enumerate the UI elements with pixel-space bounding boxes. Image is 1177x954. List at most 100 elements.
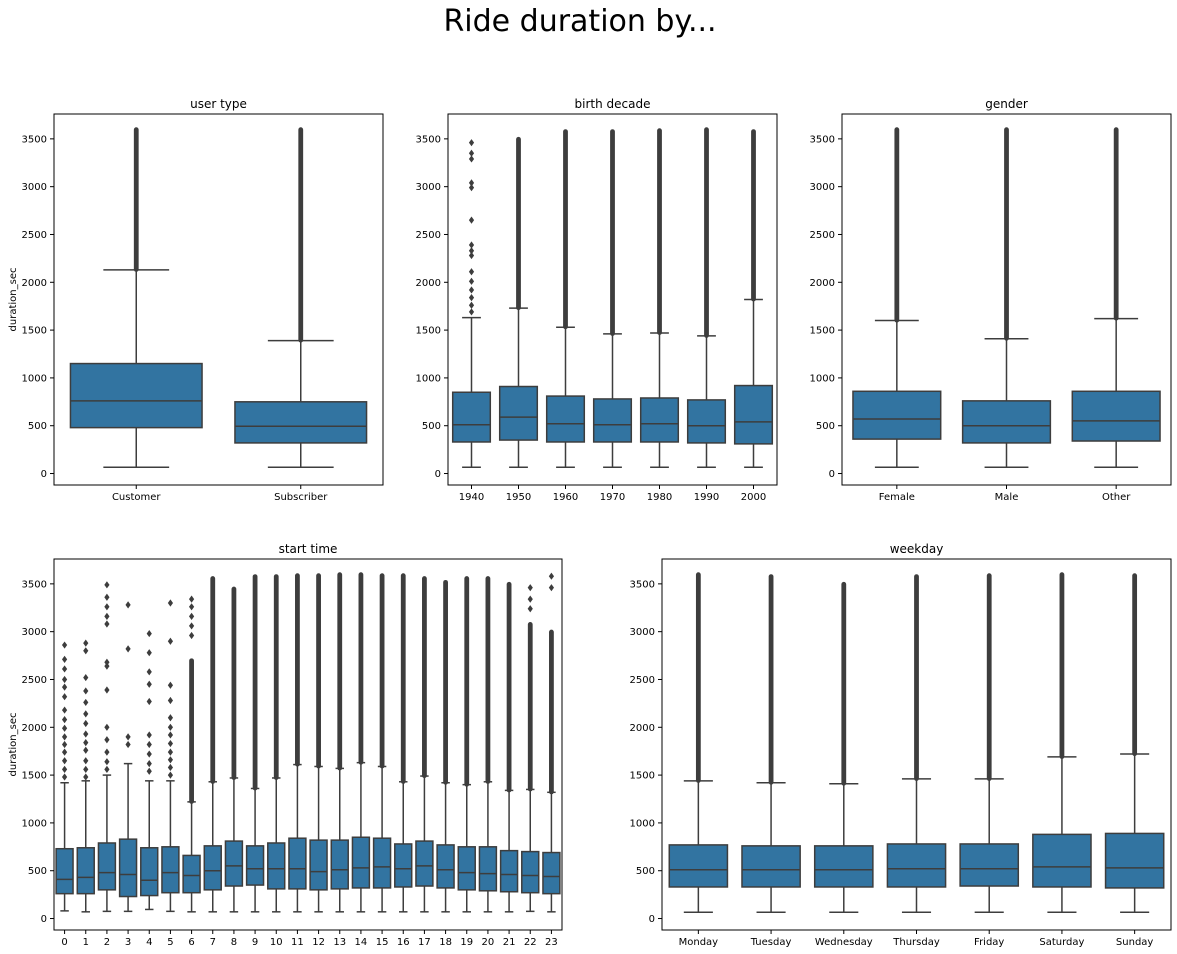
box-iqr [234,401,368,444]
x-tick-label: Subscriber [274,492,328,503]
x-tick-label: 1940 [459,492,484,503]
outlier-point [146,750,152,758]
outlier-point [83,639,89,647]
outlier-point [468,179,475,187]
box-4 [140,629,159,911]
x-tick-label: Sunday [1116,937,1153,948]
box-iqr [1104,832,1165,889]
x-tick-label: Customer [112,492,161,503]
outlier-band [337,572,343,771]
x-tick-label: 8 [231,937,237,948]
outlier-point [468,286,475,294]
box-1970 [592,129,633,469]
outlier-band [189,658,194,804]
outlier-point [527,605,533,613]
outlier-point [104,620,110,628]
outlier-band [751,129,756,302]
outlier-point [83,757,89,765]
outlier-point [188,631,195,640]
box-iqr [668,844,729,888]
x-tick-label: Wednesday [815,937,873,948]
outlier-band [485,576,491,784]
outlier-point [61,748,68,756]
box-17 [415,576,434,913]
outlier-band [295,573,300,767]
y-tick-label: 1500 [22,771,47,782]
x-tick-label: 21 [503,937,516,948]
outlier-band [914,574,919,781]
box-iqr [351,836,371,889]
y-tick-label: 1500 [810,326,835,337]
outlier-band [298,127,304,343]
outlier-point [548,572,555,580]
box-1990 [686,127,727,469]
box-iqr [161,846,180,894]
outlier-point [61,757,68,765]
outlier-point [61,765,68,773]
box-20 [478,576,498,913]
box-1950 [498,136,539,469]
outlier-point [83,746,89,754]
x-tick-label: 2000 [741,492,766,503]
outlier-point [104,612,110,620]
y-tick-label: 1000 [630,818,655,829]
outlier-point [468,149,475,157]
box-Saturday [1032,572,1092,914]
box-iqr [457,846,476,891]
y-tick-label: 2500 [630,675,655,686]
outlier-point [61,724,68,732]
box-18 [436,579,455,913]
box-iqr [224,840,244,887]
outlier-point [61,773,68,781]
outlier-band [358,572,364,765]
box-iqr [451,391,492,443]
y-tick-label: 2500 [416,230,441,241]
box-iqr [592,398,633,443]
outlier-point [104,686,110,694]
y-tick-label: 1500 [22,326,47,337]
y-tick-label: 0 [829,469,835,480]
outlier-point [83,719,89,728]
outlier-point [61,665,68,673]
y-tick-label: 3500 [810,134,835,145]
x-tick-label: 10 [270,937,283,948]
outlier-point [104,736,110,744]
y-tick-label: 500 [636,866,655,877]
box-2 [97,581,117,913]
outlier-point [61,733,68,741]
x-tick-label: 7 [210,937,216,948]
x-tick-label: 12 [312,937,325,948]
outlier-band [986,573,992,781]
outlier-point [125,733,131,741]
x-tick-label: 0 [61,937,67,948]
outlier-band [841,581,847,786]
box-iqr [415,840,434,887]
outlier-point [167,771,174,779]
y-tick-label: 0 [435,469,441,480]
outlier-point [83,765,89,773]
box-iqr [741,845,801,888]
box-23 [542,572,561,913]
axes-frame [447,113,778,486]
box-iqr [852,390,942,440]
y-tick-label: 3000 [22,627,47,638]
outlier-point [61,706,68,714]
axes-frame [841,113,1172,486]
x-tick-label: Other [1102,492,1131,503]
outlier-point [61,693,68,701]
box-Friday [959,573,1020,914]
outlier-band [695,572,701,783]
x-tick-label: 4 [146,937,152,948]
x-tick-label: Female [879,492,915,503]
outlier-point [83,710,89,718]
y-tick-label: 3500 [416,134,441,145]
box-iqr [69,362,203,429]
y-tick-label: 500 [422,421,441,432]
box-iqr [203,845,222,891]
box-iqr [521,850,540,894]
box-iqr [76,847,95,895]
box-iqr [267,842,286,890]
outlier-band [563,129,568,330]
x-tick-label: 2 [104,937,110,948]
outlier-point [146,629,152,638]
